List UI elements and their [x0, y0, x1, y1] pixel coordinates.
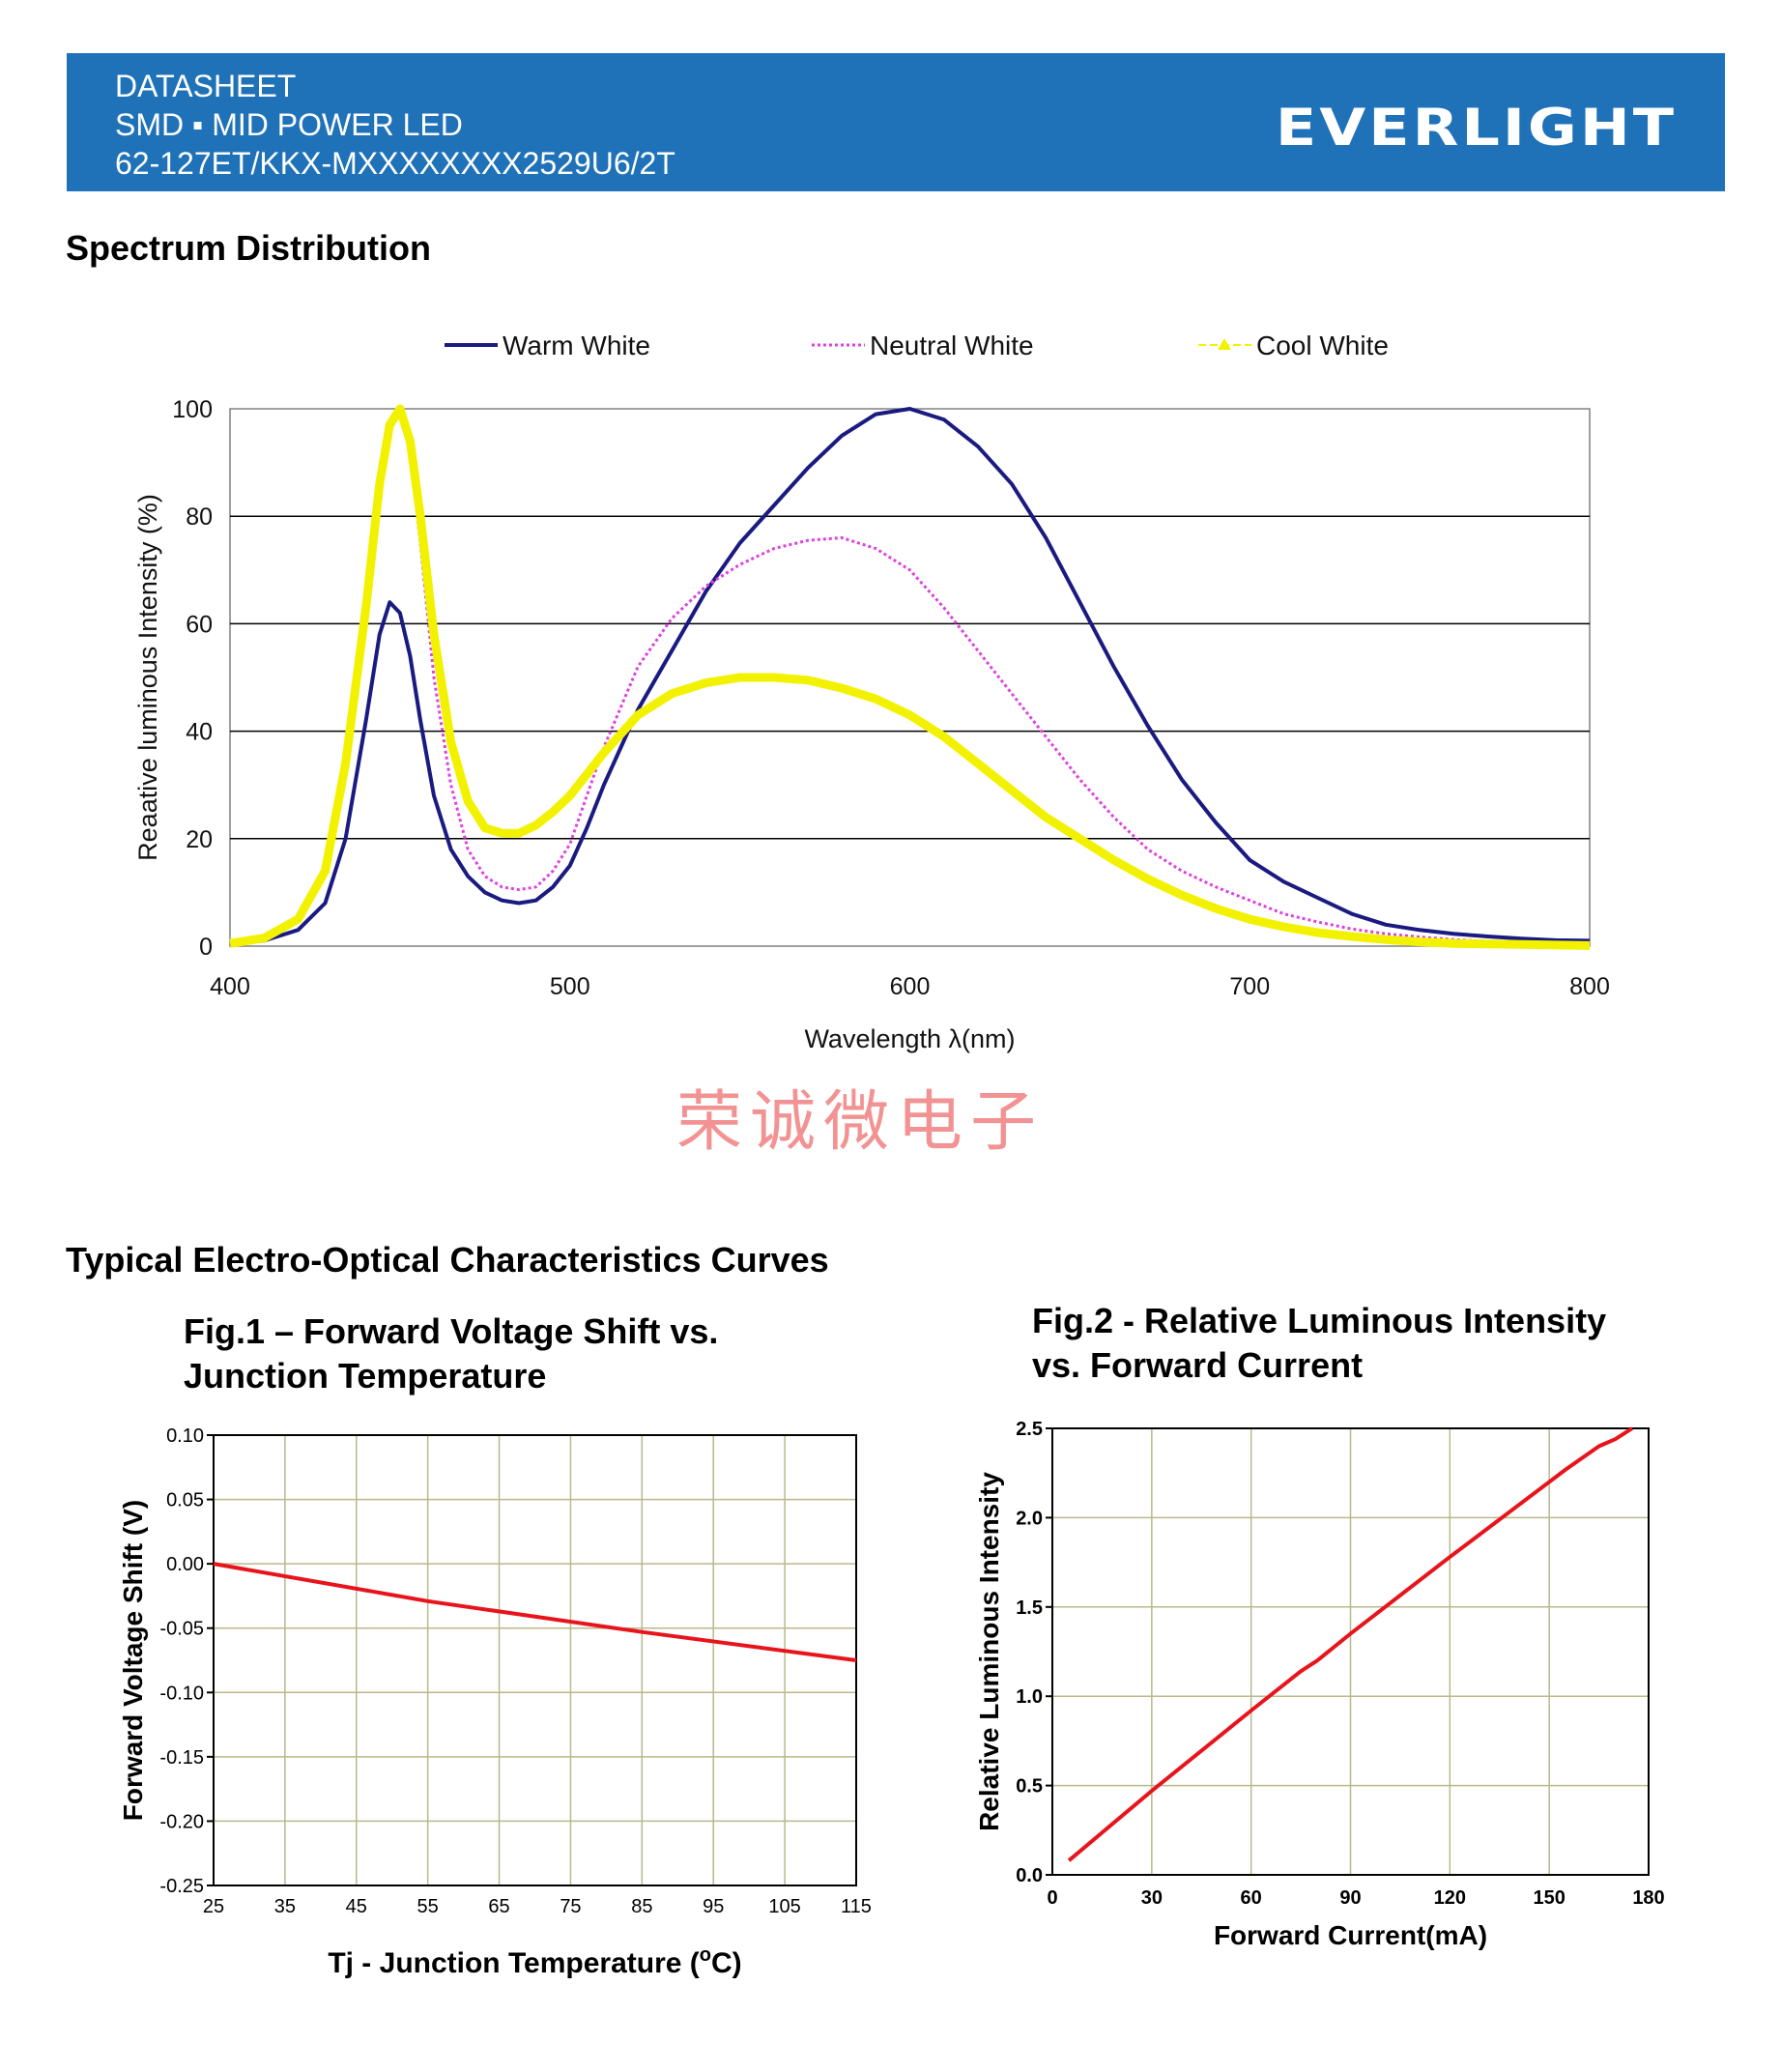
- fig2-y-tick-label: 0.5: [1016, 1776, 1043, 1798]
- header-doc-type: DATASHEET: [115, 69, 297, 103]
- datasheet-header: DATASHEET SMD ▪ MID POWER LED 62-127ET/K…: [67, 53, 1725, 191]
- fig2-x-tick-label: 30: [1141, 1887, 1163, 1909]
- fig2-title: Fig.2 - Relative Luminous Intensity vs. …: [1032, 1299, 1606, 1388]
- fig2-y-tick-label: 2.0: [1016, 1508, 1043, 1529]
- spectrum-series-line-warm-white: [229, 407, 1591, 946]
- spectrum-x-tick-label: 500: [550, 973, 590, 1000]
- fig2-x-tick-label: 0: [1047, 1887, 1057, 1909]
- fig2-y-tick-label: 2.5: [1016, 1419, 1043, 1440]
- spectrum-section-title: Spectrum Distribution: [66, 228, 432, 268]
- fig2-x-tick-label: 150: [1533, 1887, 1565, 1909]
- header-product-family: SMD ▪ MID POWER LED: [115, 107, 463, 142]
- fig1-x-tick-label: 115: [841, 1896, 872, 1917]
- legend-label-cool-white: Cool White: [1256, 331, 1389, 360]
- spectrum-x-tick-label: 400: [210, 973, 250, 1000]
- fig1-y-tick-label: 0.05: [166, 1490, 204, 1511]
- spectrum-x-tick-label: 700: [1229, 973, 1270, 1000]
- fig1-x-tick-label: 95: [703, 1896, 724, 1917]
- fig1-y-tick-label: -0.15: [159, 1747, 204, 1769]
- fig2-y-tick-label: 0.0: [1016, 1865, 1043, 1886]
- fig1-x-tick-label: 35: [274, 1896, 296, 1917]
- fig2-y-axis-label: Relative Luminous Intensity: [974, 1472, 1004, 1831]
- everlight-logo: EVERLIGHT: [1275, 97, 1677, 158]
- fig1-x-tick-label: 45: [346, 1896, 367, 1917]
- spectrum-x-tick-label: 800: [1569, 973, 1610, 1000]
- spectrum-series-line-cool-white: [229, 404, 1591, 950]
- fig2-y-tick-label: 1.5: [1016, 1597, 1043, 1619]
- legend-marker-cool-white: [1218, 338, 1231, 350]
- fig2-title-line1: Fig.2 - Relative Luminous Intensity: [1032, 1301, 1607, 1340]
- fig2-y-tick-label: 1.0: [1016, 1686, 1043, 1708]
- fig1-y-tick-label: -0.05: [159, 1619, 204, 1640]
- fig1-x-tick-label: 85: [631, 1896, 652, 1917]
- fig1-x-axis-label: Tj - Junction Temperature (oC): [328, 1944, 741, 1979]
- fig1-x-tick-label: 65: [488, 1896, 509, 1917]
- fig1-title: Fig.1 – Forward Voltage Shift vs. Juncti…: [184, 1309, 718, 1398]
- fig2-x-tick-label: 180: [1632, 1887, 1664, 1909]
- fig2-chart: 0 30 60 90 120 150 180 0.0 0.5 1.0 1.5 2.0 2.5 Forwar…: [974, 1419, 1665, 1950]
- fig2-x-tick-label: 60: [1241, 1887, 1262, 1909]
- fig1-y-tick-label: -0.20: [159, 1811, 204, 1832]
- curves-section-title: Typical Electro-Optical Characteristics …: [66, 1240, 829, 1280]
- watermark: 荣诚微电子: [676, 1084, 1045, 1161]
- fig2-x-axis-label: Forward Current(mA): [1214, 1920, 1487, 1950]
- fig2-plot-border: [1051, 1427, 1650, 1876]
- fig1-y-axis-label: Forward Voltage Shift (V): [118, 1500, 148, 1821]
- fig1-series-line: [213, 1562, 857, 1662]
- spectrum-y-tick-label: 100: [172, 396, 213, 423]
- spectrum-chart: 0 20 40 60 80 100 400 500 600 700 800 Wavelength λ(…: [133, 331, 1610, 1053]
- spectrum-y-tick-label: 40: [186, 719, 213, 746]
- fig1-title-line2: Junction Temperature: [184, 1356, 547, 1396]
- fig1-x-tick-label: 105: [768, 1896, 800, 1917]
- fig2-series-line: [1067, 1426, 1633, 1862]
- fig1-plot-area: [214, 1435, 856, 1885]
- fig1-y-tick-label: 0.00: [166, 1554, 204, 1575]
- fig2-title-line2: vs. Forward Current: [1032, 1345, 1364, 1385]
- spectrum-x-tick-label: 600: [890, 973, 931, 1000]
- fig2-x-tick-label: 90: [1339, 1887, 1361, 1909]
- fig1-x-tick-label: 75: [560, 1896, 581, 1917]
- fig1-y-tick-label: -0.10: [159, 1683, 204, 1704]
- spectrum-y-tick-label: 80: [186, 504, 213, 531]
- spectrum-y-tick-label: 20: [186, 826, 213, 853]
- spectrum-y-tick-label: 60: [186, 611, 213, 638]
- spectrum-x-axis-label: Wavelength λ(nm): [804, 1024, 1015, 1053]
- fig2-x-tick-label: 120: [1434, 1887, 1466, 1909]
- fig1-y-tick-label: -0.25: [159, 1876, 204, 1897]
- fig1-title-line1: Fig.1 – Forward Voltage Shift vs.: [184, 1311, 719, 1351]
- header-part-number: 62-127ET/KKX-MXXXXXXXX2529U6/2T: [115, 146, 675, 181]
- fig1-x-tick-label: 25: [203, 1896, 224, 1917]
- fig1-y-tick-label: 0.10: [166, 1425, 204, 1447]
- spectrum-y-axis-label: Reaative luminous Intensity (%): [133, 494, 162, 861]
- spectrum-y-tick-label: 0: [199, 934, 213, 961]
- legend-label-warm-white: Warm White: [503, 331, 650, 360]
- legend-label-neutral-white: Neutral White: [870, 331, 1034, 360]
- fig1-x-tick-label: 55: [417, 1896, 439, 1917]
- fig1-chart: 25 35 45 55 65 75 85 95 105 115 0.10 0.05 0.00 -0.05 -…: [118, 1425, 872, 1979]
